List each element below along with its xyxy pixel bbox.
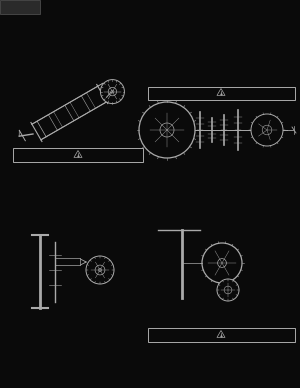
Bar	[0, 0, 40, 14]
Polygon shape	[74, 151, 82, 158]
Bar	[148, 87, 295, 100]
Circle shape	[202, 243, 242, 283]
Circle shape	[86, 256, 114, 284]
Bar	[148, 328, 295, 342]
Circle shape	[262, 125, 272, 135]
Circle shape	[108, 87, 117, 96]
Circle shape	[218, 258, 226, 267]
Circle shape	[100, 80, 124, 104]
Circle shape	[95, 265, 105, 275]
Polygon shape	[217, 88, 225, 95]
Circle shape	[160, 123, 174, 137]
Circle shape	[224, 286, 232, 294]
Circle shape	[139, 102, 195, 158]
Polygon shape	[217, 331, 225, 338]
Bar	[13, 148, 143, 162]
Circle shape	[251, 114, 283, 146]
Circle shape	[111, 90, 114, 93]
Circle shape	[98, 268, 102, 272]
Circle shape	[217, 279, 239, 301]
